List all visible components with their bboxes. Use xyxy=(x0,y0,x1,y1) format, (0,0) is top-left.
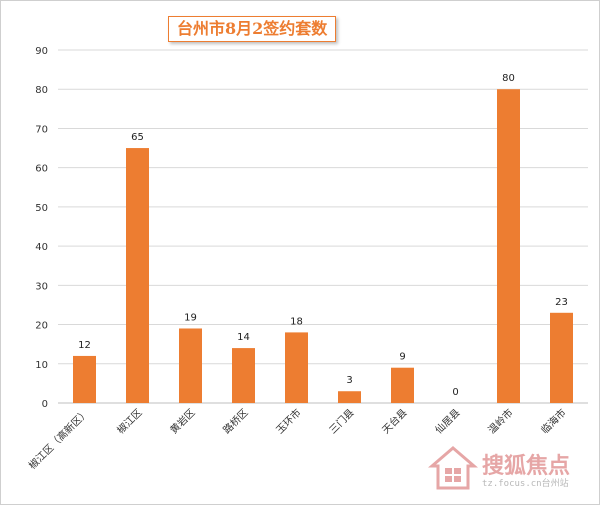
bar xyxy=(497,89,520,403)
y-tick-label: 0 xyxy=(42,399,48,410)
x-tick-label: 天台县 xyxy=(379,406,409,436)
x-tick-label: 临海市 xyxy=(538,406,568,436)
bar xyxy=(126,148,149,403)
bar xyxy=(391,367,414,403)
data-label: 3 xyxy=(346,375,352,386)
watermark: 搜狐焦点 tz.focus.cn台州站 xyxy=(428,444,593,494)
x-tick-label: 玉环市 xyxy=(273,406,303,436)
watermark-url: tz.focus.cn台州站 xyxy=(482,479,569,489)
y-tick-label: 20 xyxy=(35,321,48,332)
bar xyxy=(73,355,96,403)
data-label: 0 xyxy=(452,387,458,398)
house-logo-icon xyxy=(428,446,478,490)
x-tick-label: 路桥区 xyxy=(220,406,250,436)
data-label: 14 xyxy=(237,332,250,343)
y-tick-label: 50 xyxy=(35,203,48,214)
x-tick-label: 仙居县 xyxy=(432,406,462,436)
y-tick-label: 90 xyxy=(35,46,48,57)
watermark-brand: 搜狐焦点 xyxy=(482,454,571,479)
data-label: 12 xyxy=(78,340,91,351)
y-tick-label: 30 xyxy=(35,281,48,292)
chart-title: 台州市8月2签约套数 xyxy=(168,16,337,42)
y-tick-label: 80 xyxy=(35,85,48,96)
data-label: 65 xyxy=(131,132,144,143)
data-label: 9 xyxy=(399,352,405,363)
bar xyxy=(338,391,361,403)
y-tick-label: 70 xyxy=(35,124,48,135)
bar xyxy=(550,312,573,403)
x-tick-label: 椒江区（高新区） xyxy=(26,406,92,472)
data-label: 19 xyxy=(184,312,197,323)
bar xyxy=(232,348,255,403)
x-tick-label: 椒江区 xyxy=(114,406,144,436)
y-tick-label: 60 xyxy=(35,164,48,175)
x-tick-label: 三门县 xyxy=(326,406,356,436)
data-label: 18 xyxy=(290,316,303,327)
data-label: 23 xyxy=(555,297,568,308)
bar xyxy=(179,328,202,403)
x-tick-label: 温岭市 xyxy=(485,406,515,436)
data-label: 80 xyxy=(502,73,515,84)
y-tick-label: 40 xyxy=(35,242,48,253)
y-tick-label: 10 xyxy=(35,360,48,371)
x-tick-label: 黄岩区 xyxy=(167,406,197,436)
bar xyxy=(285,332,308,403)
